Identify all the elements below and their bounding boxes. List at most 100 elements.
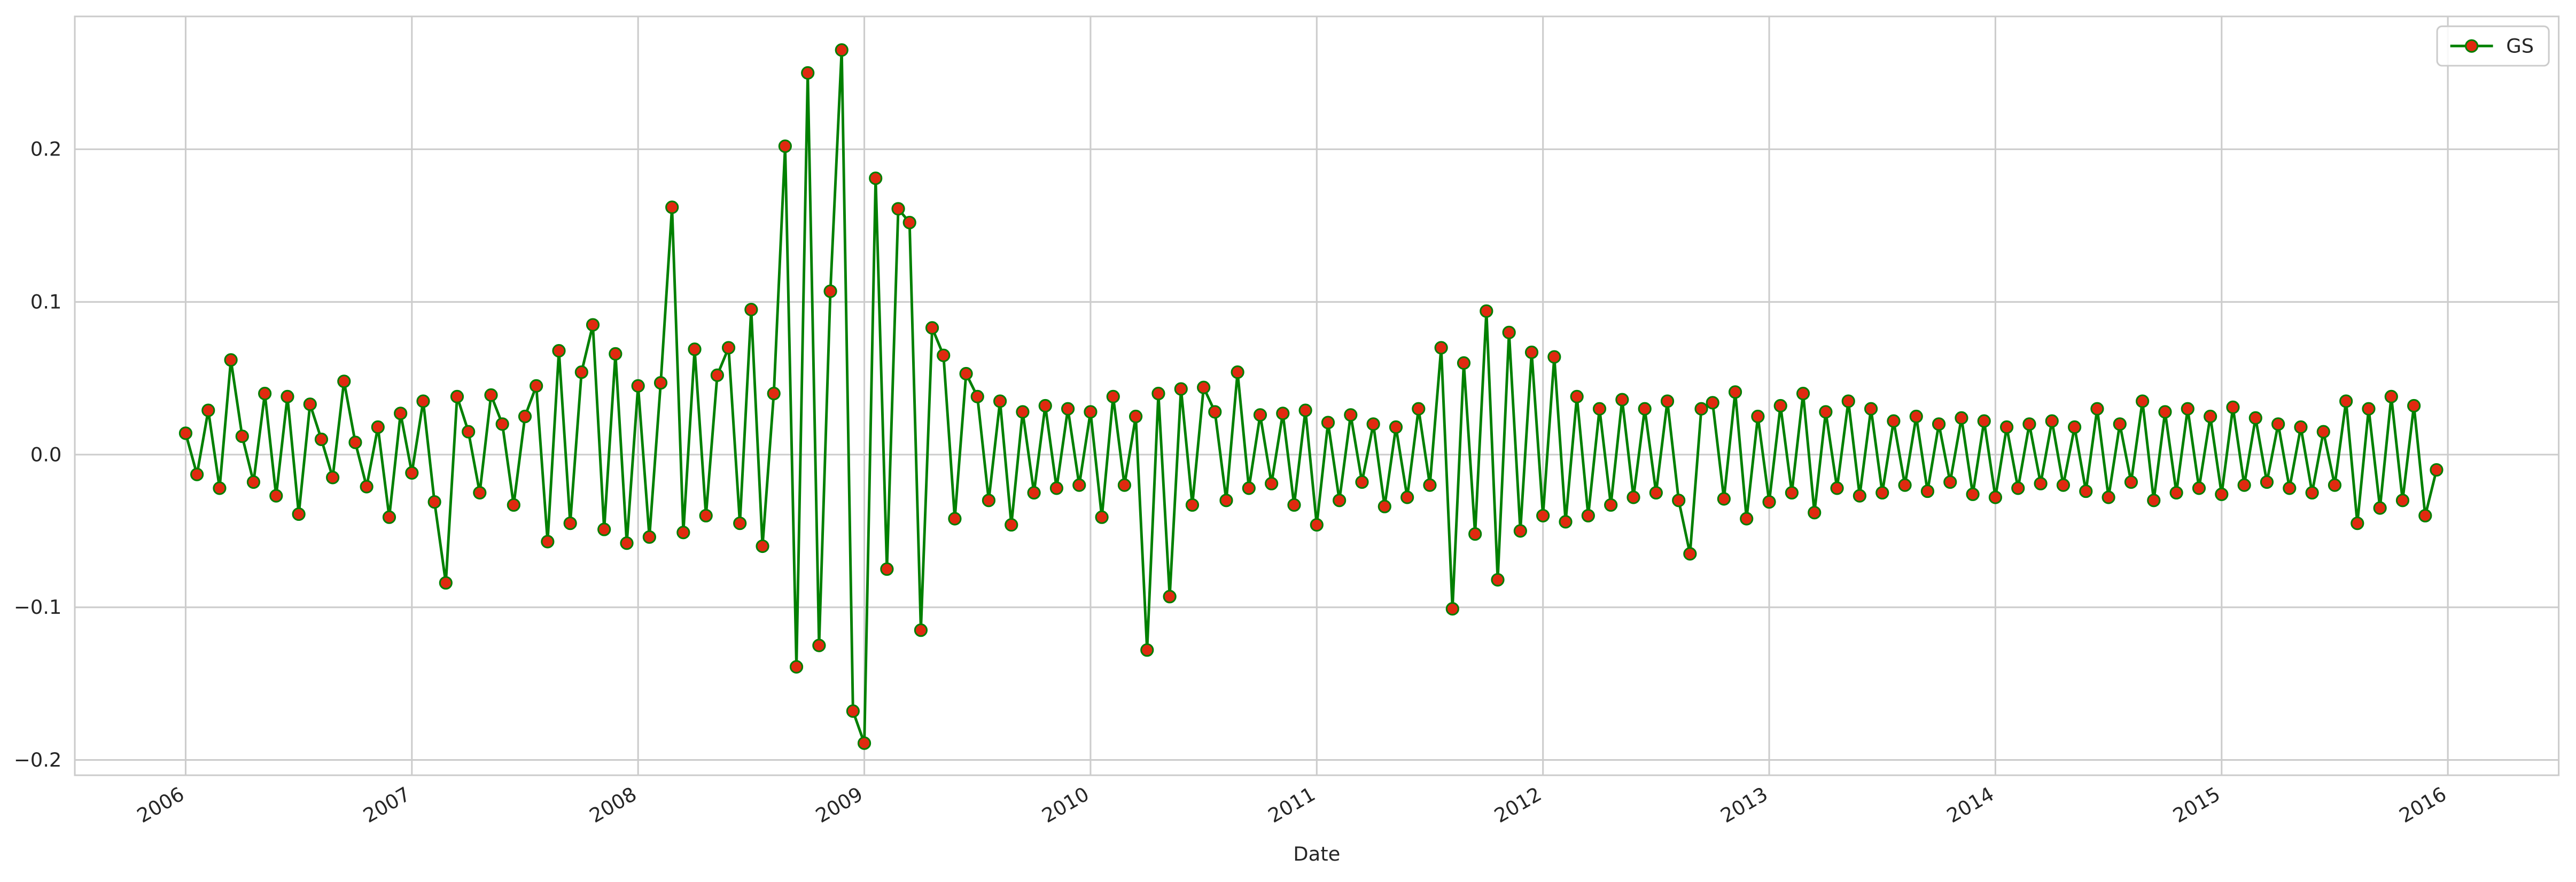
point (439, 576, 453, 590)
point (959, 366, 973, 381)
point (1061, 402, 1075, 416)
point (258, 387, 272, 401)
point (823, 284, 837, 298)
point (620, 536, 634, 550)
point (224, 353, 238, 367)
point (1932, 417, 1946, 431)
plot-frame (74, 15, 2560, 776)
point (1570, 389, 1584, 403)
point (2147, 494, 2161, 508)
point (281, 389, 294, 403)
point (1966, 487, 1980, 501)
point (2113, 417, 2127, 431)
point (1231, 365, 1244, 379)
point (1819, 405, 1833, 419)
point (1887, 414, 1901, 428)
legend-marker (2465, 39, 2479, 53)
point (1468, 527, 1482, 541)
y-tick-label: 0.0 (30, 443, 62, 466)
y-tick-label: −0.1 (14, 596, 62, 619)
point (1920, 484, 1935, 498)
point (2011, 481, 2025, 495)
point (2351, 516, 2364, 530)
point (2192, 481, 2206, 495)
point (1117, 478, 1132, 492)
point (462, 425, 476, 439)
point (371, 420, 385, 434)
point (2395, 494, 2410, 508)
point (1400, 490, 1414, 504)
point (303, 397, 317, 411)
point (2237, 478, 2251, 492)
point (563, 516, 577, 530)
point (1740, 512, 1754, 526)
point (1785, 486, 1799, 500)
point (427, 495, 441, 509)
point (970, 389, 984, 403)
point (495, 417, 509, 431)
point (642, 530, 656, 544)
point (2316, 425, 2330, 439)
point (1321, 416, 1335, 430)
point (925, 321, 939, 335)
point (1491, 573, 1505, 587)
point (801, 66, 815, 80)
point (213, 481, 227, 495)
point (631, 379, 645, 393)
point (993, 394, 1007, 408)
point (902, 215, 916, 230)
point (1253, 408, 1267, 422)
point (2022, 417, 2036, 431)
point (1694, 402, 1708, 416)
point (1005, 518, 1018, 532)
point (756, 539, 769, 553)
point (2169, 486, 2183, 500)
point (857, 736, 871, 750)
point (1208, 405, 1222, 419)
point (1140, 643, 1154, 657)
point (1536, 509, 1550, 522)
point (721, 341, 736, 355)
point (2294, 420, 2308, 434)
point (2045, 414, 2059, 428)
point (710, 368, 724, 382)
point (2034, 477, 2048, 490)
point (518, 409, 532, 424)
point (484, 388, 498, 402)
point (1310, 518, 1324, 532)
point (314, 432, 329, 447)
point (1977, 414, 1991, 428)
point (2260, 475, 2274, 489)
point (2328, 478, 2342, 492)
point (1412, 402, 1426, 416)
point (1084, 405, 1098, 419)
point (1559, 515, 1573, 529)
point (1649, 486, 1663, 500)
point (337, 374, 351, 388)
point (1265, 477, 1279, 490)
point (869, 171, 883, 185)
point (201, 403, 215, 417)
point (1660, 394, 1675, 408)
point (2339, 394, 2353, 408)
point (1072, 478, 1086, 492)
point (1151, 387, 1165, 401)
legend: GS (2436, 25, 2550, 67)
point (235, 430, 249, 443)
point (1389, 420, 1403, 434)
y-tick-label: −0.2 (14, 748, 62, 771)
point (1027, 486, 1041, 500)
point (2362, 402, 2376, 416)
point (348, 435, 362, 449)
point (1728, 385, 1742, 399)
point (1106, 389, 1120, 403)
point (2373, 501, 2387, 515)
point (1038, 399, 1052, 413)
point (394, 407, 408, 420)
point (1988, 490, 2003, 504)
point (178, 426, 193, 440)
point (699, 509, 713, 522)
point (1943, 475, 1957, 489)
point (405, 466, 419, 480)
point (1999, 420, 2014, 434)
